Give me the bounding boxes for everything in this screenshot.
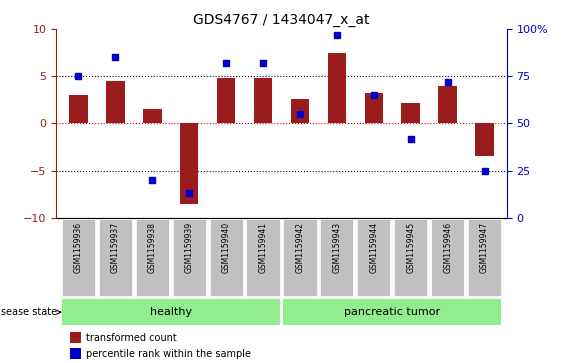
- Text: GSM1159945: GSM1159945: [406, 222, 415, 273]
- Bar: [254, 78, 272, 123]
- Bar: [106, 81, 124, 123]
- Point: [258, 60, 267, 66]
- Text: GSM1159936: GSM1159936: [74, 222, 83, 273]
- Title: GDS4767 / 1434047_x_at: GDS4767 / 1434047_x_at: [193, 13, 370, 26]
- Text: GSM1159938: GSM1159938: [148, 222, 157, 273]
- FancyBboxPatch shape: [62, 219, 95, 296]
- Bar: [475, 123, 494, 156]
- Point: [296, 111, 305, 117]
- Text: healthy: healthy: [150, 307, 192, 317]
- FancyBboxPatch shape: [394, 219, 427, 296]
- Bar: [401, 103, 420, 123]
- FancyBboxPatch shape: [173, 219, 206, 296]
- Point: [443, 79, 452, 85]
- Point: [406, 136, 415, 142]
- Bar: [365, 93, 383, 123]
- Text: transformed count: transformed count: [86, 333, 176, 343]
- FancyBboxPatch shape: [468, 219, 501, 296]
- FancyBboxPatch shape: [209, 219, 243, 296]
- Point: [185, 190, 194, 196]
- Point: [111, 54, 120, 60]
- Text: GSM1159946: GSM1159946: [443, 222, 452, 273]
- Bar: [328, 53, 346, 123]
- Bar: [143, 109, 162, 123]
- Text: percentile rank within the sample: percentile rank within the sample: [86, 349, 251, 359]
- FancyBboxPatch shape: [247, 219, 280, 296]
- Bar: [70, 348, 81, 359]
- Text: GSM1159937: GSM1159937: [111, 222, 120, 273]
- FancyBboxPatch shape: [357, 219, 390, 296]
- Bar: [70, 332, 81, 343]
- Text: GSM1159939: GSM1159939: [185, 222, 194, 273]
- Point: [480, 168, 489, 174]
- FancyBboxPatch shape: [283, 219, 316, 296]
- FancyBboxPatch shape: [62, 299, 280, 325]
- Point: [74, 73, 83, 79]
- Text: GSM1159947: GSM1159947: [480, 222, 489, 273]
- Text: disease state: disease state: [0, 307, 61, 317]
- FancyBboxPatch shape: [99, 219, 132, 296]
- Text: GSM1159940: GSM1159940: [222, 222, 231, 273]
- FancyBboxPatch shape: [283, 299, 501, 325]
- Bar: [180, 123, 198, 204]
- Point: [369, 92, 378, 98]
- Point: [332, 32, 341, 38]
- Bar: [69, 95, 88, 123]
- FancyBboxPatch shape: [320, 219, 354, 296]
- Point: [148, 177, 157, 183]
- Text: GSM1159943: GSM1159943: [332, 222, 341, 273]
- Bar: [291, 99, 309, 123]
- Bar: [217, 78, 235, 123]
- Text: GSM1159944: GSM1159944: [369, 222, 378, 273]
- FancyBboxPatch shape: [136, 219, 169, 296]
- Text: GSM1159941: GSM1159941: [258, 222, 267, 273]
- Text: GSM1159942: GSM1159942: [296, 222, 305, 273]
- Text: pancreatic tumor: pancreatic tumor: [344, 307, 440, 317]
- FancyBboxPatch shape: [431, 219, 464, 296]
- Point: [222, 60, 231, 66]
- Bar: [439, 86, 457, 123]
